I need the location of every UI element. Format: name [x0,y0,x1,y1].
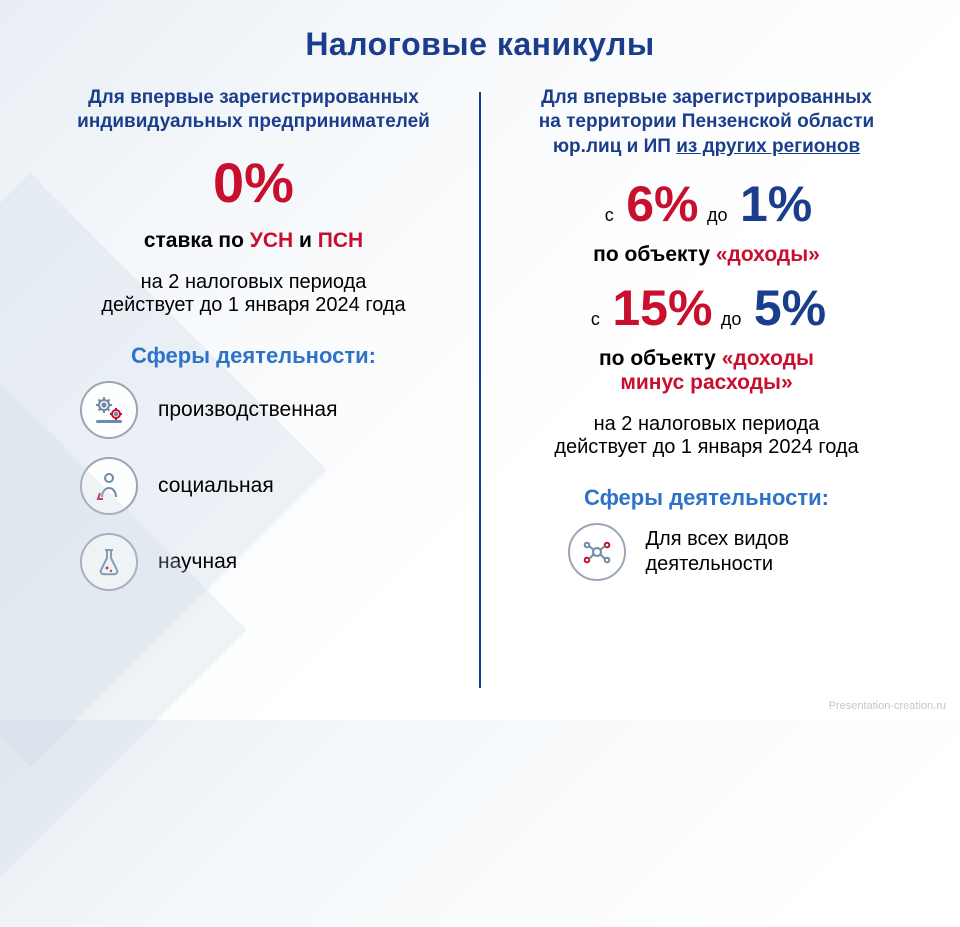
flask-icon [80,533,138,591]
right-duration-l2: действует до 1 января 2024 года [554,436,858,458]
right-subhead-l3-pre: юр.лиц и ИП [553,136,676,157]
left-column: Для впервые зарегистрированных индивидуа… [34,86,473,706]
obj1-pre: по объекту [593,243,716,266]
right-subhead-l2: на территории Пензенской области [539,111,874,132]
from-prefix: с [591,309,600,329]
from-prefix: с [605,205,614,225]
right-spheres-label: Сферы деятельности: [507,485,906,511]
right-subhead-l1: Для впервые зарегистрированных [541,87,872,108]
left-duration-l1: на 2 налоговых периода [141,271,367,293]
left-big-rate: 0% [54,155,453,211]
person-icon [80,457,138,515]
sphere-item-all: Для всех видов деятельности [507,523,906,581]
to-value: 5% [754,280,826,336]
right-duration-l1: на 2 налоговых периода [594,413,820,435]
column-divider [479,92,481,688]
rate-caption-hl2: ПСН [318,229,363,252]
rate-caption-hl1: УСН [250,229,293,252]
columns: Для впервые зарегистрированных индивидуа… [34,86,926,706]
rate-caption-mid: и [293,229,318,252]
to-prefix: до [721,309,742,329]
network-icon [568,523,626,581]
right-subhead: Для впервые зарегистрированных на террит… [507,86,906,159]
left-subhead-l2: индивидуальных предпринимателей [77,111,430,132]
left-spheres-label: Сферы деятельности: [54,343,453,369]
to-value: 1% [740,176,812,232]
obj1-hl: «доходы» [716,243,820,266]
rate-pair-1: с 6% до 1% [507,179,906,229]
right-column: Для впервые зарегистрированных на террит… [487,86,926,706]
obj2-hl-l2: минус расходы» [620,371,792,394]
right-duration: на 2 налоговых периода действует до 1 ян… [507,413,906,459]
sphere-item-social: социальная [80,457,453,515]
obj2-hl-l1: «доходы [722,347,814,370]
sphere-item-science: научная [80,533,453,591]
sphere-label: социальная [158,474,274,498]
left-duration-l2: действует до 1 января 2024 года [101,294,405,316]
left-subhead: Для впервые зарегистрированных индивидуа… [54,86,453,135]
from-value: 15% [612,280,712,336]
page-title: Налоговые каникулы [0,26,960,63]
sphere-item-production: производственная [80,381,453,439]
object-1: по объекту «доходы» [507,243,906,267]
sphere-label: научная [158,550,237,574]
rate-caption-pre: ставка по [144,229,250,252]
gears-icon [80,381,138,439]
sphere-label: Для всех видов деятельности [646,527,846,577]
sphere-label: производственная [158,398,337,422]
sphere-list: производственная социальная [54,381,453,591]
left-rate-caption: ставка по УСН и ПСН [54,229,453,253]
object-2: по объекту «доходы минус расходы» [507,347,906,395]
rate-pair-2: с 15% до 5% [507,283,906,333]
from-value: 6% [626,176,698,232]
to-prefix: до [707,205,728,225]
left-subhead-l1: Для впервые зарегистрированных [88,87,419,108]
footer-brand: Presentation-creation.ru [829,700,946,712]
obj2-pre: по объекту [599,347,722,370]
right-subhead-l3-u: из других регионов [676,136,860,157]
left-duration: на 2 налоговых периода действует до 1 ян… [54,271,453,317]
